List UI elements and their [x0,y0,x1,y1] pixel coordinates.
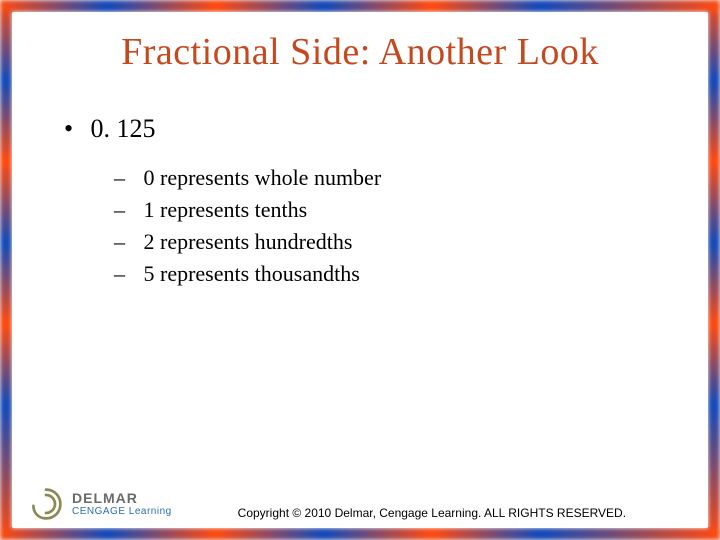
footer: DELMAR CENGAGE Learning Copyright © 2010… [0,486,720,522]
sub-item-text: 5 represents thousandths [144,261,360,286]
publisher-logo: DELMAR CENGAGE Learning [28,486,172,522]
logo-subbrand: CENGAGE Learning [72,507,172,517]
copyright-text: Copyright © 2010 Delmar, Cengage Learnin… [172,506,692,522]
sub-item: – 1 represents tenths [114,194,668,226]
main-bullet: • 0. 125 [64,114,668,144]
dash-marker: – [114,226,138,258]
sub-item: – 5 represents thousandths [114,258,668,290]
sub-item-text: 1 represents tenths [144,197,308,222]
logo-brand: DELMAR [72,491,172,505]
sub-list: – 0 represents whole number – 1 represen… [114,162,668,290]
sub-item-text: 0 represents whole number [144,165,382,190]
sub-item: – 2 represents hundredths [114,226,668,258]
swirl-icon [28,486,64,522]
bullet-marker: • [64,114,84,144]
dash-marker: – [114,258,138,290]
main-bullet-text: 0. 125 [91,114,156,143]
slide-content: Fractional Side: Another Look • 0. 125 –… [12,12,708,528]
logo-text: DELMAR CENGAGE Learning [72,491,172,517]
sub-item-text: 2 represents hundredths [144,229,353,254]
slide-title: Fractional Side: Another Look [52,30,668,74]
dash-marker: – [114,194,138,226]
sub-item: – 0 represents whole number [114,162,668,194]
dash-marker: – [114,162,138,194]
